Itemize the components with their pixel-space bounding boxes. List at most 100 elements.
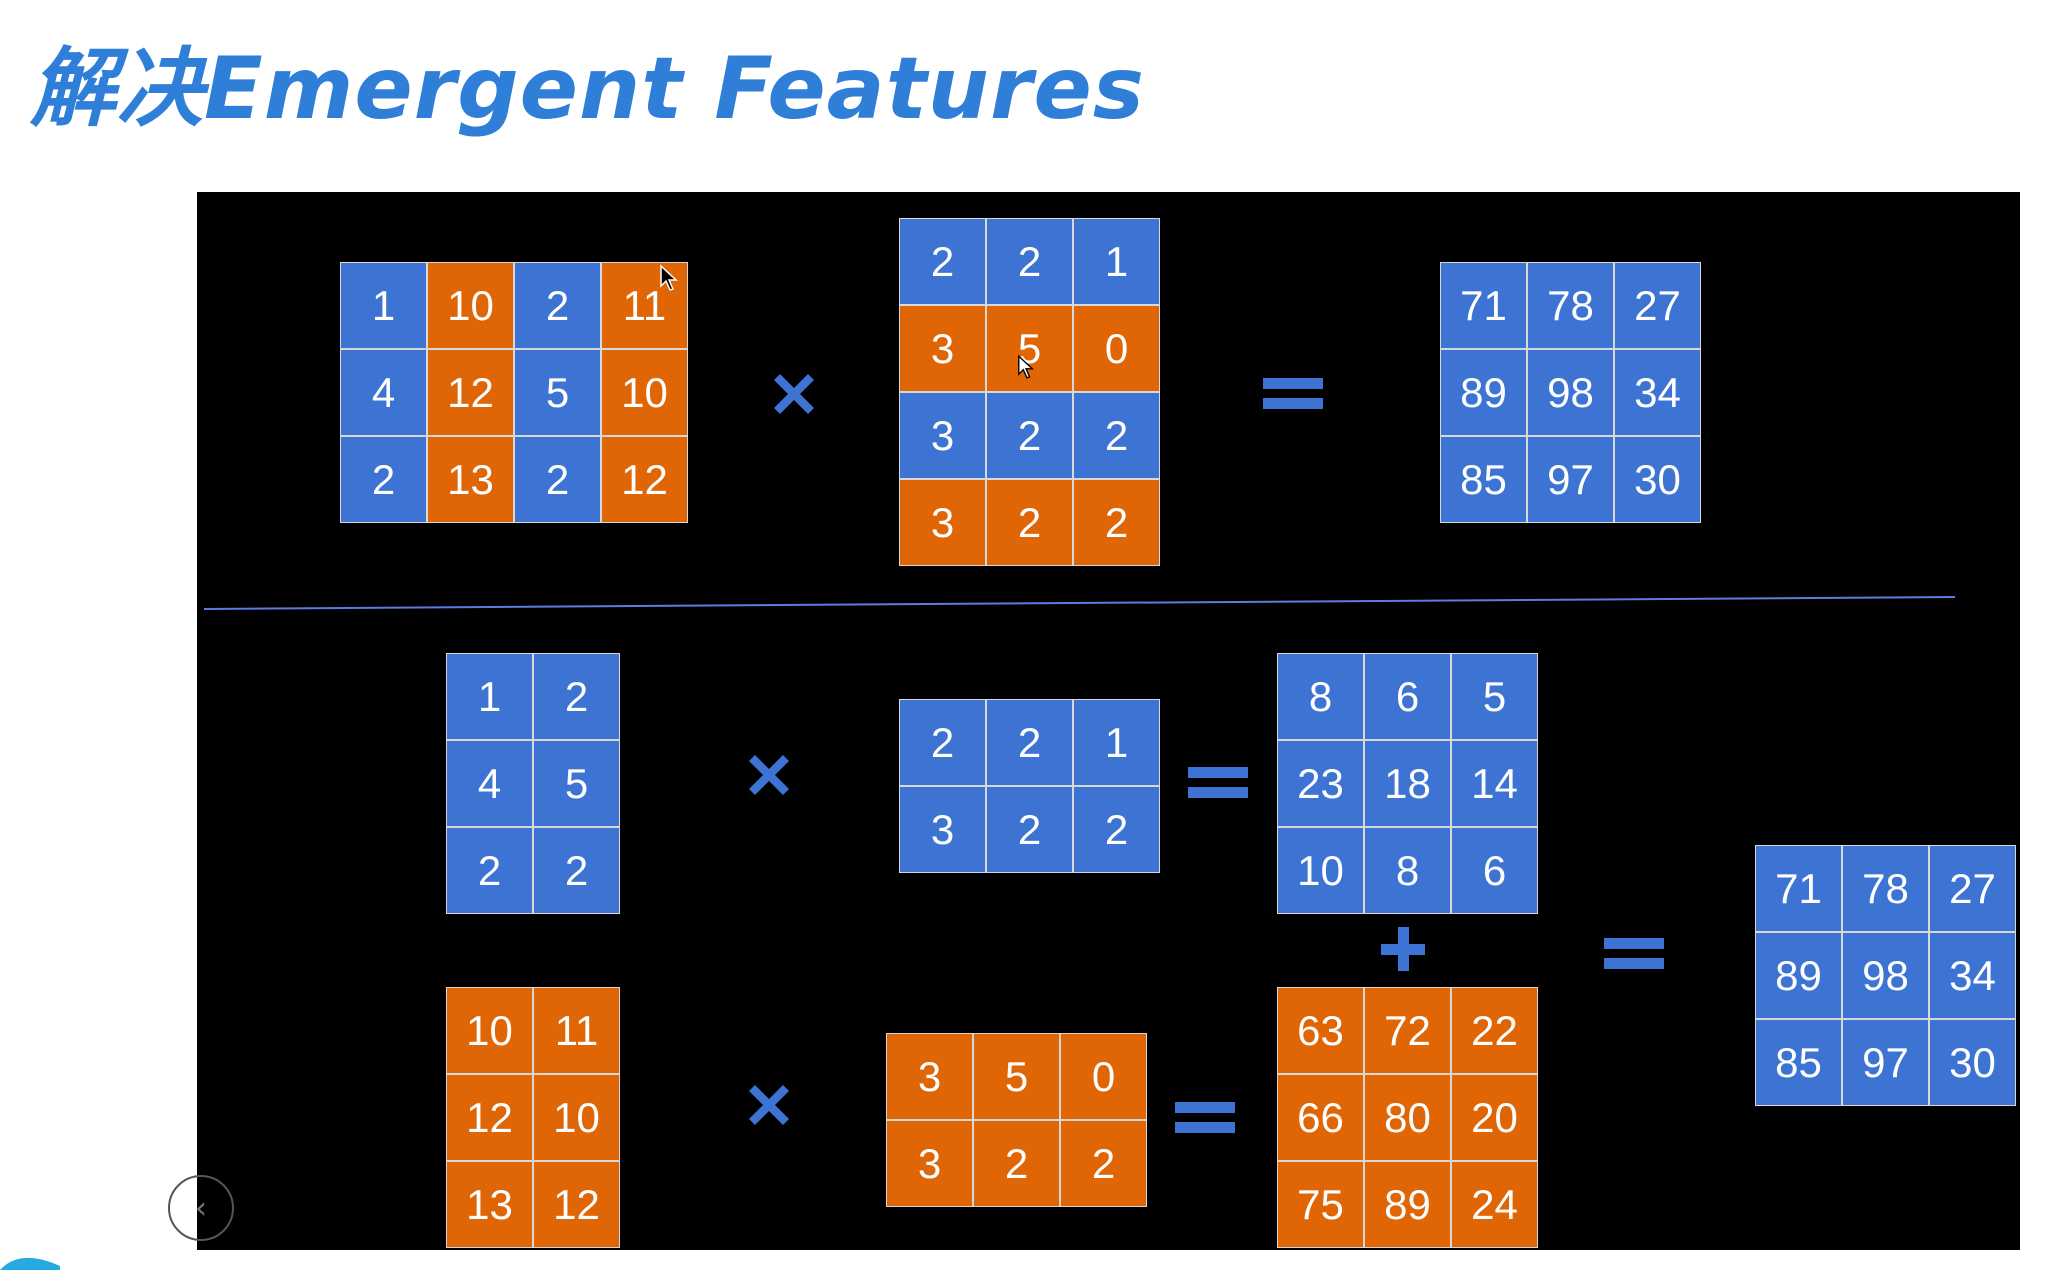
equals-icon (1604, 938, 1664, 969)
matrix-cell: 13 (446, 1161, 533, 1248)
matrix-cell: 10 (533, 1074, 620, 1161)
matrix-cell: 2 (533, 827, 620, 914)
matrix-cell: 22 (1451, 987, 1538, 1074)
matrix-cell: 97 (1842, 1019, 1929, 1106)
matrix-cell: 89 (1364, 1161, 1451, 1248)
matrix-cell: 30 (1614, 436, 1701, 523)
matrix-cell: 66 (1277, 1074, 1364, 1161)
matrix-cell: 3 (899, 305, 986, 392)
blue-product-matrix: 8 6 5 23 18 14 10 8 6 (1277, 653, 1538, 914)
matrix-cell: 89 (1440, 349, 1527, 436)
matrix-cell: 13 (427, 436, 514, 523)
chevron-left-icon: ‹ (195, 1190, 207, 1226)
matrix-cell: 11 (533, 987, 620, 1074)
matrix-cell: 1 (1073, 218, 1160, 305)
matrix-cell: 3 (886, 1033, 973, 1120)
matrix-cell: 89 (1755, 932, 1842, 1019)
equals-icon (1175, 1102, 1235, 1133)
matrix-cell: 12 (601, 436, 688, 523)
matrix-cell: 27 (1929, 845, 2016, 932)
matrix-cell: 78 (1842, 845, 1929, 932)
matrix-cell: 6 (1364, 653, 1451, 740)
mouse-cursor-icon (1018, 354, 1035, 379)
matrix-cell: 2 (986, 218, 1073, 305)
matrix-cell: 14 (1451, 740, 1538, 827)
matrix-cell: 0 (1060, 1033, 1147, 1120)
nav-back-button[interactable]: ‹ (168, 1175, 234, 1241)
matrix-cell: 2 (899, 699, 986, 786)
matrix-cell: 1 (340, 262, 427, 349)
matrix-cell: 71 (1440, 262, 1527, 349)
matrix-cell: 5 (533, 740, 620, 827)
matrix-cell: 2 (514, 436, 601, 523)
matrix-cell: 34 (1929, 932, 2016, 1019)
matrix-cell: 2 (973, 1120, 1060, 1207)
matrix-cell: 0 (1073, 305, 1160, 392)
matrix-cell: 3 (899, 786, 986, 873)
matrix-cell: 6 (1451, 827, 1538, 914)
matrix-cell: 20 (1451, 1074, 1538, 1161)
section-divider (203, 596, 1956, 610)
matrix-cell: 2 (1060, 1120, 1147, 1207)
orange-input-matrix: 10 11 12 10 13 12 (446, 987, 620, 1248)
matrix-cell: 2 (1073, 392, 1160, 479)
matrix-cell: 5 (973, 1033, 1060, 1120)
top-result-matrix: 71 78 27 89 98 34 85 97 30 (1440, 262, 1701, 523)
matrix-cell: 12 (427, 349, 514, 436)
matrix-cell: 2 (986, 699, 1073, 786)
matrix-cell: 3 (899, 392, 986, 479)
matrix-cell: 8 (1364, 827, 1451, 914)
matrix-cell: 78 (1527, 262, 1614, 349)
matrix-cell: 2 (446, 827, 533, 914)
matrix-cell: 80 (1364, 1074, 1451, 1161)
matrix-cell: 18 (1364, 740, 1451, 827)
matrix-cell: 30 (1929, 1019, 2016, 1106)
matrix-cell: 2 (986, 479, 1073, 566)
matrix-cell: 2 (340, 436, 427, 523)
multiply-icon (749, 1085, 789, 1125)
matrix-cell: 71 (1755, 845, 1842, 932)
matrix-cell: 98 (1527, 349, 1614, 436)
matrix-cell: 2 (514, 262, 601, 349)
multiply-icon (774, 374, 814, 414)
final-result-matrix: 71 78 27 89 98 34 85 97 30 (1755, 845, 2016, 1106)
plus-icon (1381, 927, 1425, 971)
matrix-cell: 10 (427, 262, 514, 349)
matrix-cell: 85 (1440, 436, 1527, 523)
matrix-cell: 63 (1277, 987, 1364, 1074)
matrix-cell: 3 (899, 479, 986, 566)
matrix-cell: 23 (1277, 740, 1364, 827)
matrix-cell: 11 (601, 262, 688, 349)
matrix-cell: 1 (1073, 699, 1160, 786)
matrix-cell: 72 (1364, 987, 1451, 1074)
matrix-cell: 2 (986, 786, 1073, 873)
matrix-cell: 2 (533, 653, 620, 740)
multiply-icon (749, 755, 789, 795)
matrix-cell: 8 (1277, 653, 1364, 740)
matrix-cell: 12 (446, 1074, 533, 1161)
matrix-cell: 10 (601, 349, 688, 436)
orange-product-matrix: 63 72 22 66 80 20 75 89 24 (1277, 987, 1538, 1248)
equals-icon (1188, 767, 1248, 798)
matrix-cell: 4 (340, 349, 427, 436)
equals-icon (1263, 378, 1323, 409)
matrix-cell: 85 (1755, 1019, 1842, 1106)
top-input-matrix: 1 10 2 11 4 12 5 10 2 13 2 12 (340, 262, 688, 523)
matrix-cell: 34 (1614, 349, 1701, 436)
matrix-cell: 2 (1073, 479, 1160, 566)
matrix-cell: 4 (446, 740, 533, 827)
matrix-cell: 75 (1277, 1161, 1364, 1248)
matrix-cell: 2 (1073, 786, 1160, 873)
matrix-cell: 2 (899, 218, 986, 305)
mouse-cursor-icon (660, 264, 678, 291)
matrix-cell: 3 (886, 1120, 973, 1207)
matrix-cell: 5 (514, 349, 601, 436)
matrix-cell: 1 (446, 653, 533, 740)
matrix-cell: 27 (1614, 262, 1701, 349)
matrix-cell: 2 (986, 392, 1073, 479)
matrix-cell: 24 (1451, 1161, 1538, 1248)
matrix-cell: 10 (1277, 827, 1364, 914)
matrix-cell: 5 (1451, 653, 1538, 740)
